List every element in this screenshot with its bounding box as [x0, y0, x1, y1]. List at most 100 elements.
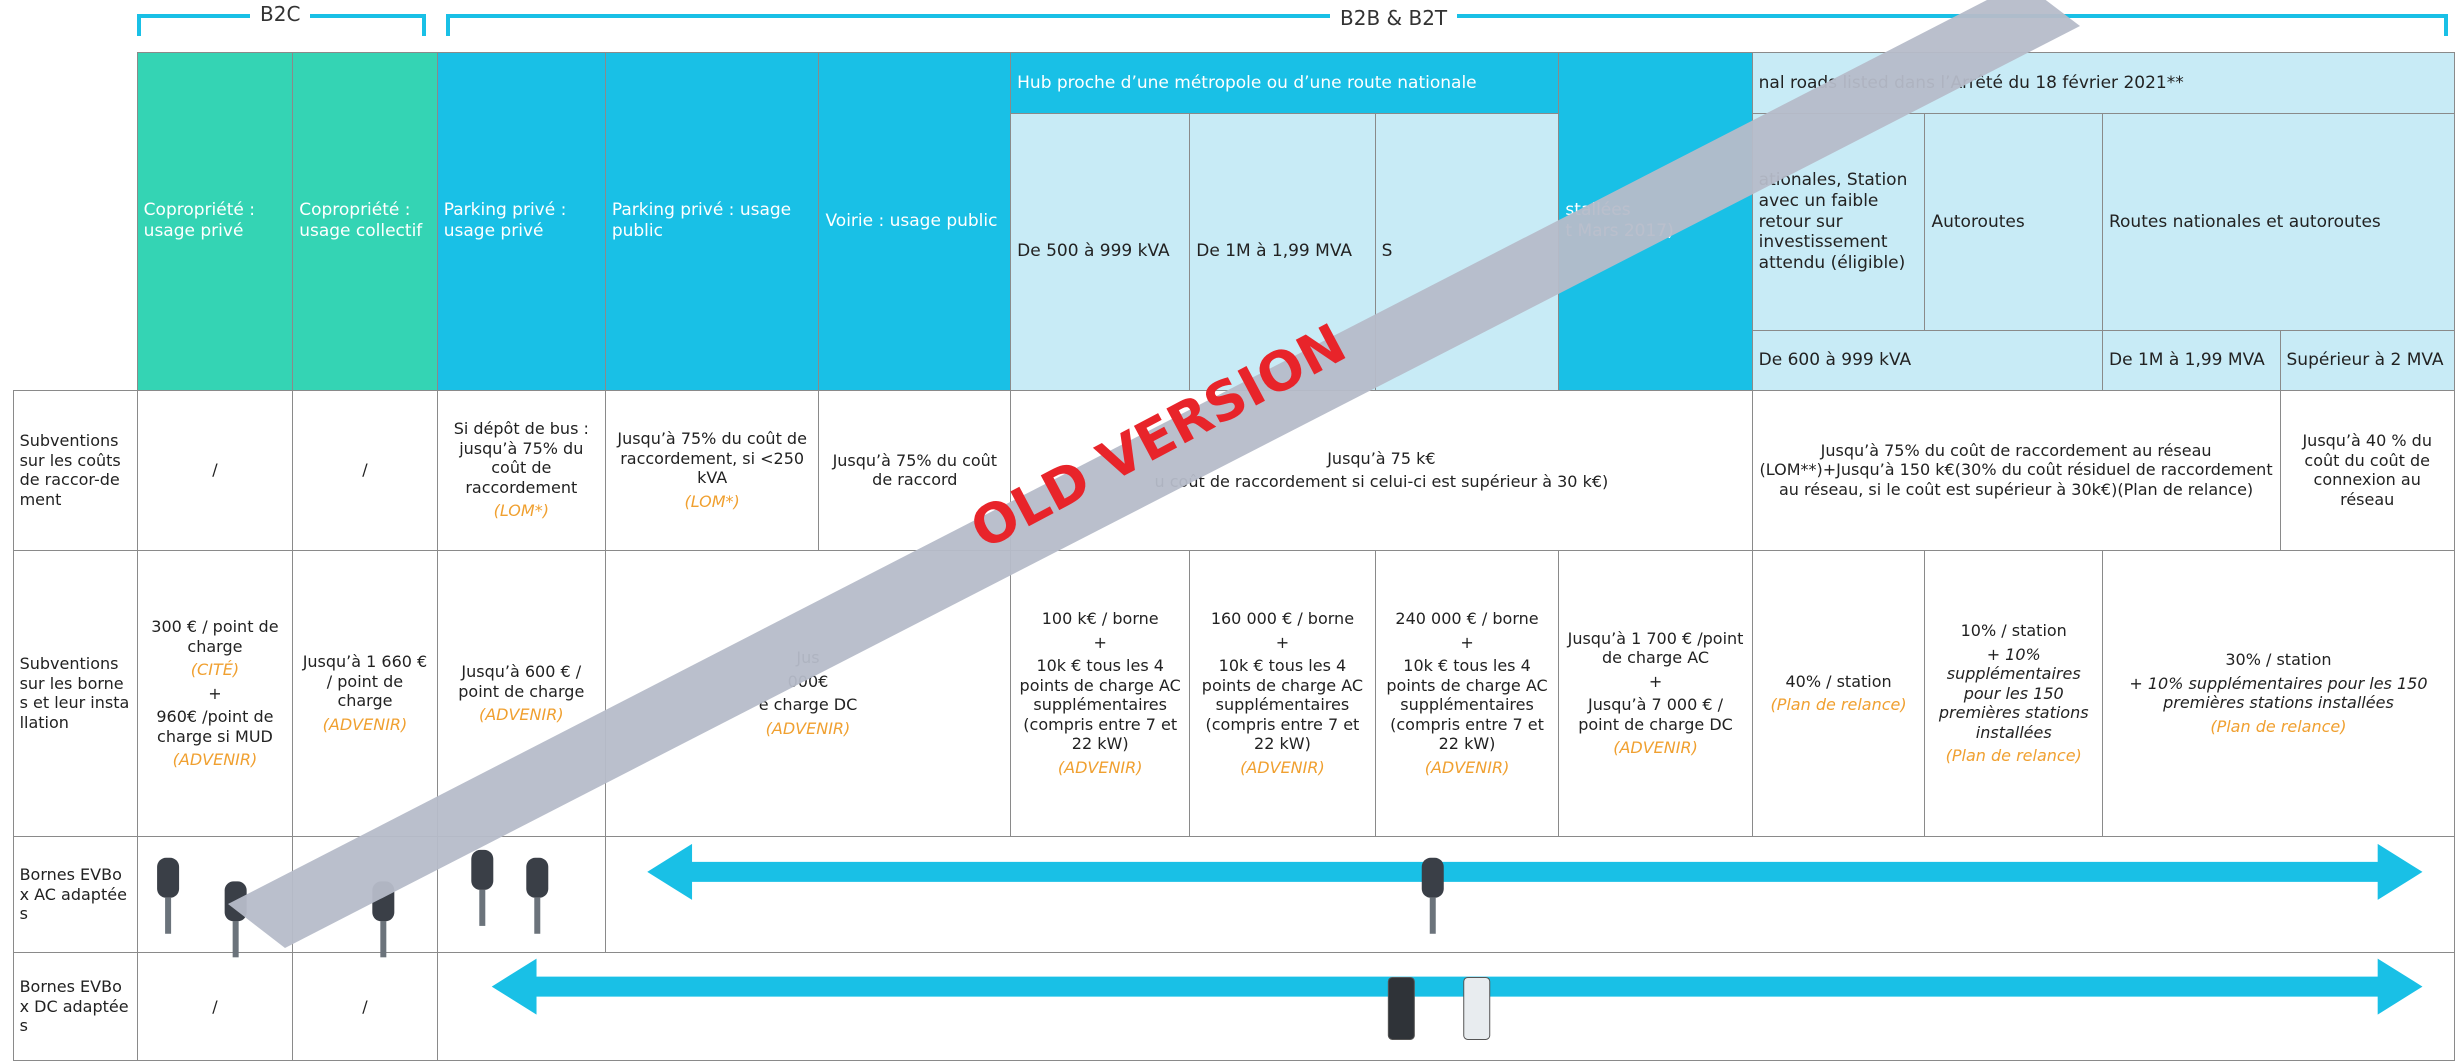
cell-text: (Plan de relance) [1945, 746, 2082, 766]
cell-text: 40% / station [1785, 671, 1892, 691]
cell-text: Copropriété : usage collectif [299, 200, 423, 242]
cell-text: (ADVENIR) [1057, 757, 1143, 777]
table-cell: / [136, 952, 294, 1061]
table-cell: Jusqu’à 1 660 € / point de charge (ADVENI… [292, 549, 438, 837]
row-label: Subventions sur les coûts de raccor-deme… [12, 389, 138, 551]
group-header: nal roads listed dans l’Arrêté du 18 fév… [1751, 51, 2455, 115]
cell-text: (Plan de relance) [1770, 695, 1907, 715]
row-label: Bornes EVBox AC adaptées [12, 835, 138, 954]
column-header: Voirie : usage public [818, 51, 1012, 391]
group-label: B2B & B2T [1330, 6, 1458, 30]
cell-text: Parking privé : usage privé [443, 200, 567, 242]
cell-text: Jus [796, 648, 820, 668]
table-cell: 40% / station (Plan de relance) [1751, 549, 1926, 837]
cell-text: / [212, 460, 218, 480]
cell-text: Jusqu’à 1 700 € /point de charge AC [1567, 628, 1744, 668]
cell-text: S [1381, 241, 1393, 262]
table-cell: Si dépôt de bus : jusqu’à 75% du coût de… [436, 389, 606, 551]
column-header: Autoroutes [1924, 113, 2103, 331]
table-cell [436, 835, 606, 954]
cell-text: Supérieur à 2 MVA [2286, 349, 2444, 370]
table-cell: Jusqu’à 40 % du coût du coût de connexio… [2279, 389, 2455, 551]
column-header: De 1M à 1,99 MVA [2101, 329, 2281, 391]
cell-text: Copropriété : usage privé [143, 200, 255, 242]
cell-text: + [208, 683, 222, 703]
cell-text: Jusqu’à 600 € / point de charge [458, 662, 585, 701]
cell-text: De 500 à 999 kVA [1017, 241, 1170, 262]
cell-text: 10k € tous les 4 points de charge AC sup… [1019, 656, 1181, 754]
group-header: Hub proche d’une métropole ou d’une rout… [1010, 51, 1560, 115]
cell-text: u coût de raccordement si celui-ci est s… [1154, 472, 1609, 492]
column-header: De 500 à 999 kVA [1010, 113, 1191, 391]
table-cell: 10% / station + 10% supplémentaires pour … [1924, 549, 2103, 837]
table-cell: Jusqu’à 600 € / point de charge (ADVENIR) [436, 549, 606, 837]
table-cell: Jusqu’à 75% du coût de raccordement, si … [604, 389, 820, 551]
cell-text: 300 € / point de charge [151, 617, 279, 656]
column-header: Routes nationales et autoroutes [2101, 113, 2455, 331]
table-cell: Jusqu’à 75 k€ u coût de raccordement si c… [1010, 389, 1753, 551]
cell-text: De 1M à 1,99 MVA [1196, 241, 1352, 262]
cell-text: stallées t Mars 2017) [1565, 200, 1674, 242]
group-brackets [137, 14, 2448, 36]
table-cell: / [292, 389, 438, 551]
column-header: De 1M à 1,99 MVA [1189, 113, 1376, 391]
cell-text: Jusqu’à 1 660 € / point de charge [302, 652, 428, 711]
cell-text: e charge DC [758, 695, 858, 715]
cell-text: 000€ [787, 671, 829, 691]
column-header: Copropriété : usage privé [136, 51, 294, 391]
cell-text: Jusqu’à 75 k€ [1327, 448, 1436, 468]
cell-text: nal roads listed dans l’Arrêté du 18 fév… [1758, 72, 2184, 93]
table-cell [136, 835, 294, 954]
cell-text: + 10% supplémentaires pour les 150 premi… [2129, 673, 2428, 713]
cell-text: Autoroutes [1931, 211, 2025, 232]
cell-text: Si dépôt de bus : jusqu’à 75% du coût de… [453, 419, 589, 497]
cell-text: / [362, 996, 368, 1016]
cell-text: Jusqu’à 75% du coût de raccord [832, 450, 998, 490]
cell-text: + [1648, 671, 1663, 691]
cell-text: (ADVENIR) [322, 714, 408, 734]
table-cell: Jusqu’à 75% du coût de raccordement au r… [1751, 389, 2281, 551]
cell-text: Jusqu’à 7 000 € / point de charge DC [1578, 695, 1733, 734]
cell-text: De 1M à 1,99 MVA [2108, 349, 2265, 370]
cell-text: (ADVENIR) [172, 750, 258, 770]
cell-text: ationales, Station avec un faible retour… [1758, 170, 1908, 274]
cell-text: (ADVENIR) [1240, 757, 1325, 777]
column-header: Supérieur à 2 MVA [2279, 329, 2455, 391]
cell-text: 240 000 € / borne [1395, 609, 1539, 629]
cell-text: (ADVENIR) [1424, 757, 1510, 777]
column-header: Parking privé : usage privé [436, 51, 606, 391]
cell-text: Subventions sur les coûts de raccor-deme… [19, 431, 121, 509]
column-header: De 600 à 999 kVA [1751, 329, 2103, 391]
column-header: ationales, Station avec un faible retour… [1751, 113, 1926, 331]
row-label: Bornes EVBox DC adaptées [12, 952, 138, 1061]
column-header: Parking privé : usage public [604, 51, 820, 391]
cell-text: 160 000 € / borne [1210, 609, 1355, 629]
cell-text: + [1093, 632, 1107, 652]
cell-text: (LOM*) [493, 501, 549, 521]
cell-text: 10% / station [1960, 621, 2067, 640]
group-label: B2C [250, 2, 311, 26]
table-cell: / [292, 952, 438, 1061]
table-cell: / [136, 389, 294, 551]
cell-text: (ADVENIR) [478, 705, 564, 725]
cell-text: / [362, 460, 368, 480]
cell-text: + [1275, 632, 1290, 652]
table-cell [604, 835, 2455, 954]
column-header: stallées t Mars 2017) [1558, 51, 1753, 391]
cell-text: De 600 à 999 kVA [1758, 349, 1912, 370]
cell-text: (CITÉ) [190, 660, 240, 680]
row-label: Subventions sur les bornes et leur insta… [12, 549, 138, 837]
cell-text: Bornes EVBox AC adaptées [19, 865, 127, 924]
table-cell: Jus 000€ e charge DC (ADVENIR) [604, 549, 1012, 837]
cell-text: Routes nationales et autoroutes [2108, 211, 2381, 232]
table-cell [436, 952, 2455, 1061]
table-cell: 240 000 € / borne +10k € tous les 4 point… [1374, 549, 1560, 837]
cell-text: Parking privé : usage public [611, 200, 792, 242]
cell-text: (ADVENIR) [1613, 738, 1698, 758]
cell-text: 960€ /point de charge si MUD [156, 707, 274, 746]
cell-text: + 10% supplémentaires pour les 150 premi… [1938, 644, 2089, 742]
cell-text: (ADVENIR) [765, 718, 851, 738]
cell-text: 10k € tous les 4 points de charge AC sup… [1201, 656, 1364, 754]
cell-text: Subventions sur les bornes et leur insta… [19, 654, 130, 732]
